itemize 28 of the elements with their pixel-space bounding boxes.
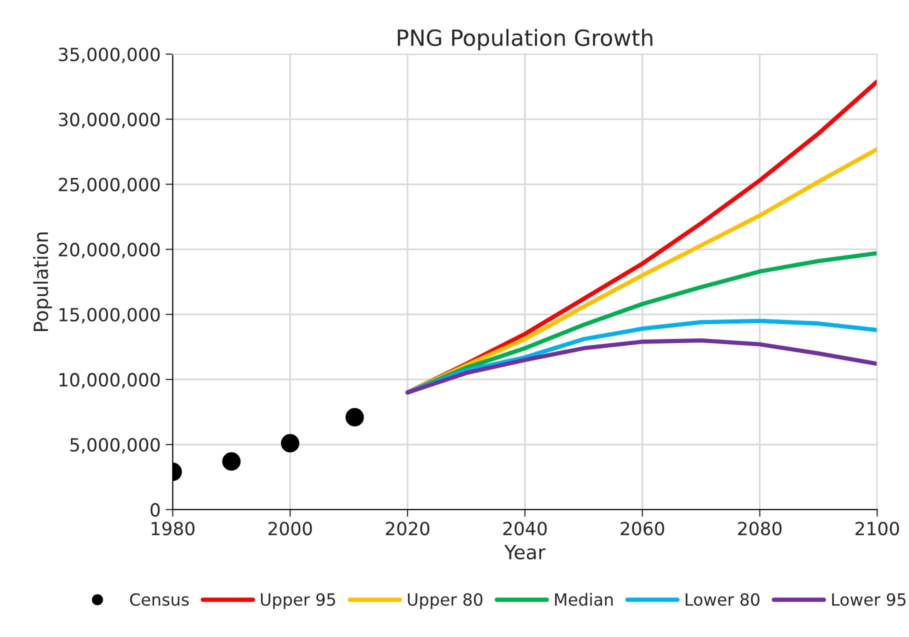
legend-label: Lower 80: [686, 593, 760, 606]
y-tick-label: 15,000,000: [60, 308, 160, 324]
point: [222, 452, 241, 471]
y-axis-title: Population: [33, 232, 52, 332]
x-tick-label: 2060: [620, 522, 664, 536]
chart-title: PNG Population Growth: [398, 28, 652, 50]
x-tick-label: 2000: [268, 522, 312, 536]
x-axis-title: Year: [504, 545, 546, 560]
point: [280, 434, 300, 452]
y-tick-label: 25,000,000: [58, 178, 160, 194]
x-tick-label: 2020: [386, 522, 430, 536]
point: [346, 408, 364, 426]
line-series: [405, 338, 878, 395]
x-tick-label: 2040: [503, 522, 547, 536]
legend-label: Upper 80: [408, 593, 482, 610]
y-tick-label: 5,000,000: [70, 438, 160, 454]
y-tick-label: 20,000,000: [58, 242, 160, 258]
x-tick-label: 2100: [856, 522, 899, 536]
legend-label: Median: [555, 592, 613, 606]
y-tick-label: 10,000,000: [60, 372, 160, 388]
y-tick-label: 0: [150, 503, 160, 517]
y-tick-label: 30,000,000: [58, 112, 160, 128]
x-tick-label: 2080: [738, 522, 782, 536]
y-tick-label: 35,000,000: [58, 48, 160, 64]
legend-label: Census: [130, 593, 189, 606]
legend-label: Upper 95: [260, 593, 336, 610]
x-tick-label: 1980: [152, 522, 194, 536]
legend-label: Lower 95: [832, 593, 906, 606]
